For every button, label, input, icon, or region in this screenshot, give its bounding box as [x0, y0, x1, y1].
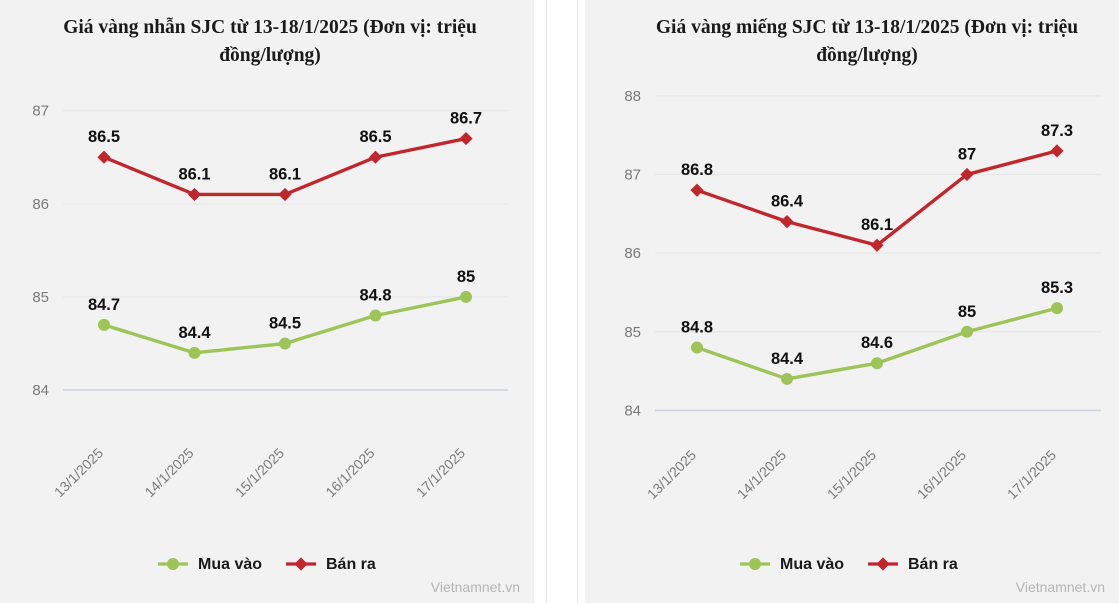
data-point-label: 86.5 — [359, 128, 391, 146]
data-point-label: 86.7 — [450, 110, 482, 128]
legend-item-label[interactable]: Bán ra — [908, 556, 958, 573]
data-point-label: 86.1 — [861, 216, 893, 234]
data-point-marker[interactable] — [1050, 144, 1064, 158]
x-axis-tick-label: 15/1/2025 — [824, 447, 880, 503]
data-point-label: 86.1 — [269, 165, 301, 183]
watermark-right: Vietnamnet.vn — [1015, 579, 1105, 595]
line-chart-svg-gold-bar: 84 85 86 87 88 13/1/2025 14/1/2025 15/1/2025 16/… — [624, 88, 1101, 573]
data-point-label: 85.3 — [1041, 279, 1073, 297]
legend-marker-circle — [167, 558, 179, 570]
y-axis-tick-label: 87 — [32, 103, 49, 120]
data-point-marker[interactable] — [278, 187, 292, 202]
data-point-label: 87 — [958, 145, 976, 163]
data-point-label: 86.8 — [681, 161, 713, 179]
data-point-label: 85 — [958, 303, 976, 321]
data-point-marker[interactable] — [459, 131, 473, 146]
data-point-marker[interactable] — [780, 215, 794, 229]
chart-legend: Mua vào Bán ra — [740, 556, 958, 573]
x-axis-tick-label: 16/1/2025 — [914, 447, 970, 503]
y-axis-tick-label: 88 — [624, 88, 641, 105]
data-point-label: 84.5 — [269, 315, 301, 333]
data-point-label: 86.5 — [88, 128, 120, 146]
x-axis-tick-label: 17/1/2025 — [1004, 447, 1060, 503]
chart-plot-gold-bar: 84 85 86 87 88 13/1/2025 14/1/2025 15/1/2025 16/… — [585, 0, 1119, 603]
data-point-label: 84.8 — [359, 287, 391, 305]
data-point-marker[interactable] — [781, 372, 793, 385]
panel-divider — [534, 0, 585, 603]
data-point-label: 84.4 — [178, 324, 211, 342]
data-point-marker[interactable] — [460, 290, 472, 303]
watermark-left: Vietnamnet.vn — [430, 579, 520, 595]
y-axis-tick-label: 84 — [624, 402, 641, 419]
data-point-label: 84.8 — [681, 318, 713, 336]
x-axis-tick-label: 13/1/2025 — [51, 445, 107, 501]
data-point-marker[interactable] — [98, 318, 110, 331]
data-point-label: 84.7 — [88, 296, 120, 314]
data-point-label: 84.4 — [771, 350, 804, 368]
data-point-marker[interactable] — [870, 238, 884, 252]
legend-marker-circle — [749, 558, 761, 570]
chart-panel-gold-bar: Giá vàng miếng SJC từ 13-18/1/2025 (Đơn … — [585, 0, 1119, 603]
x-axis-tick-label: 17/1/2025 — [413, 445, 469, 501]
chart-panel-gold-ring: Giá vàng nhẫn SJC từ 13-18/1/2025 (Đơn v… — [0, 0, 534, 603]
legend-item-label[interactable]: Mua vào — [780, 556, 844, 573]
y-axis-tick-label: 86 — [32, 196, 49, 213]
data-point-marker[interactable] — [1051, 302, 1063, 315]
y-axis-tick-label: 86 — [624, 245, 641, 262]
x-axis-tick-label: 15/1/2025 — [232, 445, 288, 501]
data-point-label: 87.3 — [1041, 122, 1073, 140]
data-point-marker[interactable] — [187, 187, 202, 202]
data-point-marker[interactable] — [97, 150, 111, 164]
legend-item-label[interactable]: Bán ra — [326, 556, 376, 573]
data-point-label: 86.4 — [771, 193, 804, 211]
data-point-marker[interactable] — [368, 150, 383, 164]
divider-line-left — [546, 0, 547, 603]
y-axis-tick-label: 85 — [32, 289, 49, 306]
legend-marker-diamond — [294, 557, 308, 571]
x-axis-tick-label: 14/1/2025 — [734, 447, 790, 503]
divider-line-right — [577, 0, 578, 603]
data-point-marker[interactable] — [691, 341, 703, 354]
data-point-marker[interactable] — [871, 357, 883, 370]
chart-title-gold-bar: Giá vàng miếng SJC từ 13-18/1/2025 (Đơn … — [655, 17, 1079, 66]
data-point-marker[interactable] — [279, 337, 291, 350]
x-axis-tick-label: 14/1/2025 — [141, 445, 197, 501]
x-axis-tick-label: 16/1/2025 — [322, 445, 378, 501]
legend-marker-diamond — [876, 557, 890, 571]
chart-title-gold-ring: Giá vàng nhẫn SJC từ 13-18/1/2025 (Đơn v… — [63, 17, 477, 66]
data-point-label: 86.1 — [178, 165, 210, 183]
data-point-marker[interactable] — [961, 325, 973, 338]
x-axis-tick-label: 13/1/2025 — [644, 447, 700, 503]
data-point-marker[interactable] — [690, 183, 704, 197]
y-axis-tick-label: 84 — [32, 382, 49, 399]
data-point-marker[interactable] — [369, 309, 382, 322]
data-point-marker[interactable] — [960, 167, 974, 182]
data-point-label: 85 — [457, 268, 475, 286]
data-point-marker[interactable] — [188, 346, 201, 359]
chart-plot-gold-ring: 84 85 86 87 13/1/2025 14/1/2025 15/1/2025 16/1/… — [0, 0, 534, 603]
legend-item-label[interactable]: Mua vào — [198, 556, 262, 573]
line-chart-svg-gold-ring: 84 85 86 87 13/1/2025 14/1/2025 15/1/2025 16/1/… — [32, 103, 508, 573]
y-axis-tick-label: 85 — [624, 324, 641, 341]
data-point-label: 84.6 — [861, 334, 893, 352]
y-axis-tick-label: 87 — [624, 166, 641, 183]
chart-legend: Mua vào Bán ra — [158, 556, 376, 573]
